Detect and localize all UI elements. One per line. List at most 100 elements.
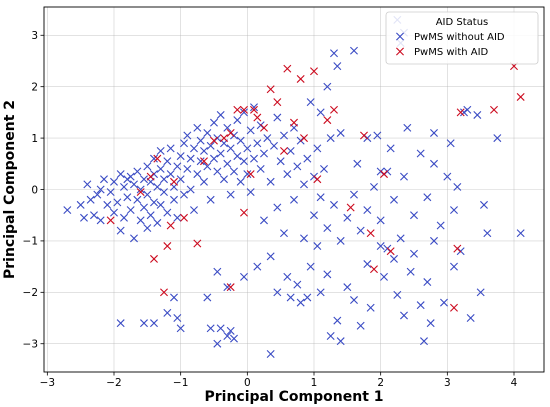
point-without-aid <box>246 188 255 197</box>
x-tick-label: 1 <box>311 377 318 389</box>
point-without-aid <box>193 123 202 132</box>
point-with-aid <box>450 303 458 312</box>
point-without-aid <box>86 195 95 204</box>
point-without-aid <box>320 164 328 173</box>
point-without-aid <box>113 198 122 207</box>
point-without-aid <box>450 206 458 215</box>
point-without-aid <box>106 188 115 197</box>
point-without-aid <box>210 118 218 127</box>
point-with-aid <box>380 170 388 179</box>
point-without-aid <box>116 226 125 235</box>
point-without-aid <box>280 131 288 140</box>
point-without-aid <box>300 234 308 243</box>
point-without-aid <box>110 208 118 217</box>
point-without-aid <box>196 157 205 166</box>
point-without-aid <box>180 139 188 148</box>
point-without-aid <box>280 229 288 238</box>
point-with-aid <box>226 128 235 137</box>
point-with-aid <box>290 118 298 127</box>
legend-marker-with-aid <box>396 47 404 56</box>
point-without-aid <box>233 116 242 125</box>
point-without-aid <box>123 193 132 202</box>
y-tick-label: 1 <box>31 133 38 145</box>
point-without-aid <box>240 157 248 166</box>
x-tick-label: −3 <box>40 377 55 389</box>
point-without-aid <box>390 254 398 263</box>
point-without-aid <box>156 146 165 155</box>
point-without-aid <box>83 180 92 189</box>
point-without-aid <box>256 164 265 173</box>
point-without-aid <box>226 190 235 199</box>
legend-box <box>385 11 539 65</box>
y-tick-label: −2 <box>23 287 38 299</box>
point-without-aid <box>430 128 438 137</box>
point-without-aid <box>116 319 125 328</box>
point-without-aid <box>386 144 395 153</box>
point-without-aid <box>260 149 268 158</box>
point-without-aid <box>236 136 245 145</box>
point-without-aid <box>160 188 168 197</box>
point-with-aid <box>240 105 248 114</box>
point-without-aid <box>323 270 332 279</box>
point-without-aid <box>170 195 178 204</box>
point-without-aid <box>186 154 195 163</box>
point-without-aid <box>216 149 225 158</box>
point-with-aid <box>273 98 282 107</box>
point-without-aid <box>200 146 208 155</box>
point-without-aid <box>420 337 428 346</box>
point-without-aid <box>493 134 502 143</box>
point-with-aid <box>366 229 375 238</box>
point-without-aid <box>140 175 148 184</box>
point-without-aid <box>133 167 142 176</box>
point-without-aid <box>483 229 492 238</box>
point-without-aid <box>370 182 378 191</box>
point-without-aid <box>233 152 242 161</box>
legend-label: PwMS with AID <box>414 47 489 58</box>
y-tick-label: −3 <box>23 339 38 351</box>
point-without-aid <box>440 298 448 307</box>
point-without-aid <box>223 283 232 292</box>
point-without-aid <box>430 236 438 245</box>
point-without-aid <box>216 110 225 119</box>
point-without-aid <box>206 324 215 333</box>
point-with-aid <box>346 203 355 212</box>
point-without-aid <box>333 316 342 325</box>
x-tick-label: 3 <box>444 377 451 389</box>
point-without-aid <box>176 175 185 184</box>
point-with-aid <box>166 221 175 230</box>
point-without-aid <box>143 224 152 233</box>
point-without-aid <box>250 103 258 112</box>
point-without-aid <box>133 195 142 204</box>
point-without-aid <box>276 157 285 166</box>
point-without-aid <box>183 164 192 173</box>
point-without-aid <box>126 206 135 215</box>
point-without-aid <box>330 49 338 58</box>
point-without-aid <box>273 288 282 297</box>
point-without-aid <box>223 123 232 132</box>
data-points <box>63 15 525 358</box>
point-without-aid <box>430 159 438 168</box>
point-without-aid <box>206 195 215 204</box>
point-without-aid <box>380 272 388 281</box>
point-without-aid <box>313 144 322 153</box>
point-without-aid <box>116 170 125 179</box>
point-without-aid <box>373 131 382 140</box>
point-without-aid <box>476 288 485 297</box>
y-tick-label: −1 <box>23 236 38 248</box>
legend: AID Status PwMS without AID PwMS with AID <box>385 11 539 65</box>
point-without-aid <box>403 123 412 132</box>
point-without-aid <box>323 224 332 233</box>
point-without-aid <box>463 105 472 114</box>
point-without-aid <box>140 319 148 328</box>
point-without-aid <box>120 182 128 191</box>
point-with-aid <box>456 108 465 117</box>
point-with-aid <box>150 254 158 263</box>
point-without-aid <box>236 177 245 186</box>
point-without-aid <box>240 272 248 281</box>
point-without-aid <box>153 182 162 191</box>
axis-ticks: −3 −2 −1 0 1 2 3 4 −3 −2 −1 0 1 2 3 <box>23 30 518 389</box>
point-without-aid <box>136 185 145 194</box>
point-without-aid <box>120 213 128 222</box>
point-without-aid <box>220 175 228 184</box>
